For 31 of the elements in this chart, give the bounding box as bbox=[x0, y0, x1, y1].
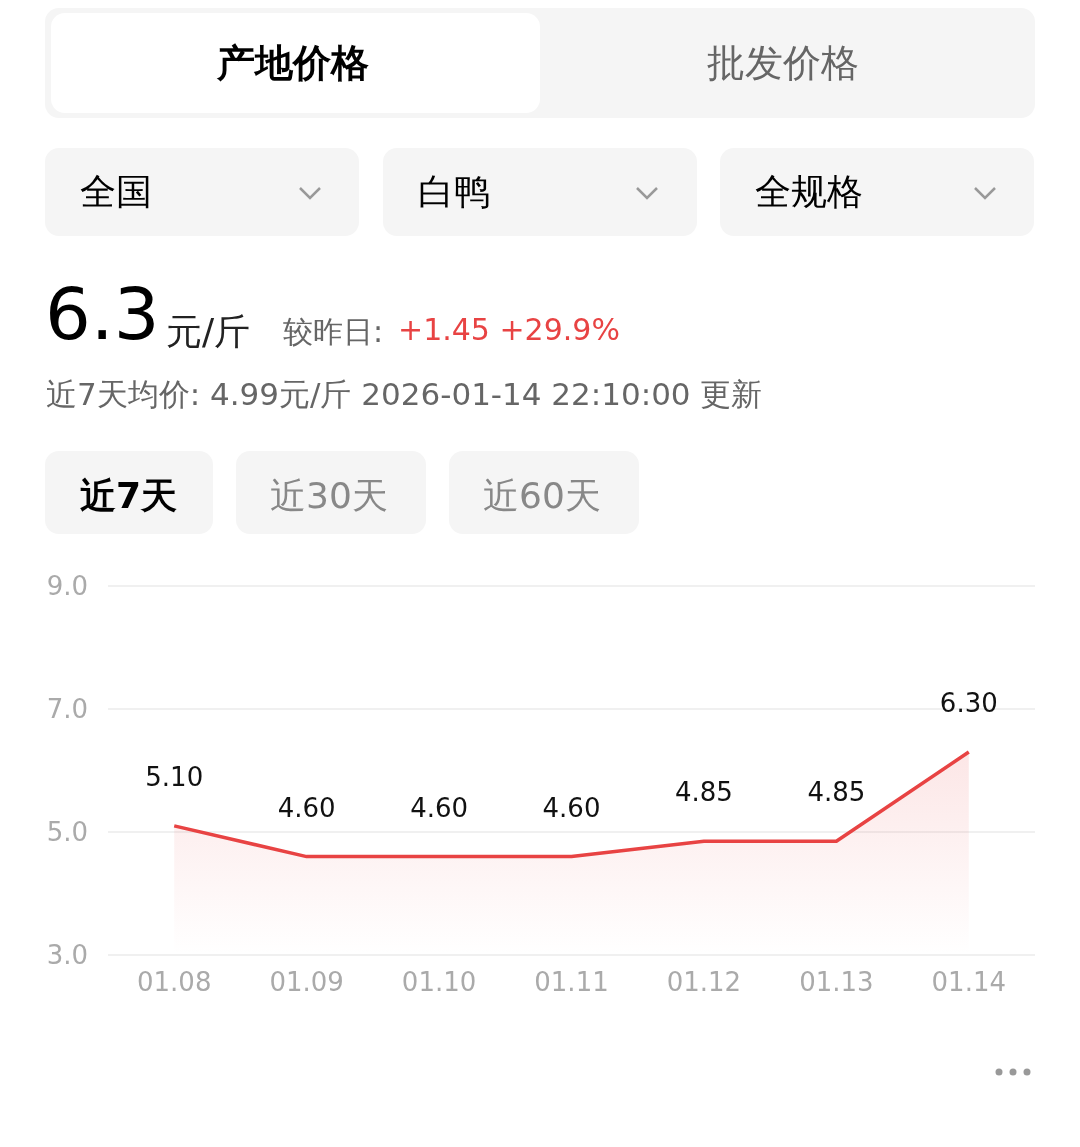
y-tick-label: 5.0 bbox=[46, 817, 88, 847]
text: 4.60 bbox=[277, 792, 336, 823]
x-tick-label: 01.14 bbox=[931, 967, 1006, 997]
x-tick-label: 01.13 bbox=[799, 967, 874, 997]
text: 批发价格 bbox=[707, 40, 859, 87]
text: 全规格 bbox=[755, 170, 863, 214]
text: 产地价格 bbox=[217, 40, 369, 87]
text: +1.45 +29.9% bbox=[398, 312, 620, 347]
text: 6.30 bbox=[939, 688, 998, 719]
y-tick-label: 3.0 bbox=[46, 940, 88, 970]
chart-subtitle: 近7天均价: 4.99元/斤 2026-01-14 22:10:00 更新 bbox=[46, 375, 763, 414]
y-tick-label: 7.0 bbox=[46, 694, 88, 724]
text: 4.85 bbox=[674, 777, 733, 808]
x-tick-label: 01.09 bbox=[269, 967, 344, 997]
text: 近30天 bbox=[270, 474, 388, 518]
x-tick-label: 01.12 bbox=[666, 967, 742, 997]
x-tick-label: 01.10 bbox=[401, 967, 477, 997]
text: 较昨日: bbox=[283, 313, 384, 351]
text: 元/斤 bbox=[166, 310, 251, 354]
text: 近60天 bbox=[483, 474, 601, 518]
x-tick-label: 01.11 bbox=[534, 967, 609, 997]
text: 4.60 bbox=[410, 792, 469, 823]
x-tick-label: 01.08 bbox=[137, 967, 212, 997]
text: 5.10 bbox=[145, 761, 204, 792]
text: 4.60 bbox=[542, 792, 601, 823]
text: 白鸭 bbox=[418, 170, 490, 214]
chart-title: 6.3 bbox=[45, 272, 160, 356]
y-tick-label: 9.0 bbox=[46, 571, 88, 601]
text: 4.85 bbox=[807, 777, 866, 808]
text: 全国 bbox=[80, 170, 152, 214]
text: 近7天 bbox=[80, 474, 178, 518]
